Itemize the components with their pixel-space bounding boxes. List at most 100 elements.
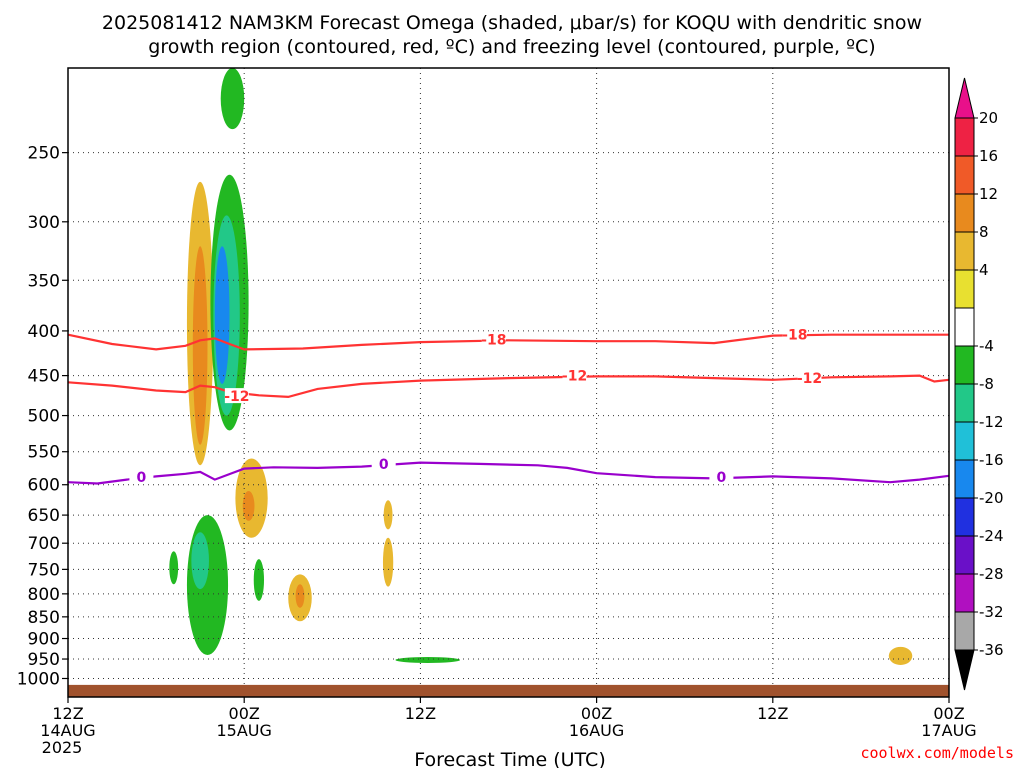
x-tick-label: 2025 xyxy=(42,738,83,757)
colorbar-label: 20 xyxy=(979,109,998,127)
contour-label-bg xyxy=(481,331,506,347)
x-tick-label: 16AUG xyxy=(569,721,624,740)
colorbar-swatch xyxy=(954,193,975,233)
x-tick-label: 00Z xyxy=(229,704,260,723)
y-tick-label: 250 xyxy=(28,144,60,164)
y-tick-label: 400 xyxy=(28,322,60,342)
contour-label: 0 xyxy=(717,470,727,486)
colorbar-swatch xyxy=(954,573,975,613)
colorbar-top-arrow xyxy=(954,77,975,119)
colorbar-swatch xyxy=(954,117,975,157)
contour-label: -12 xyxy=(224,389,249,405)
y-tick-label: 350 xyxy=(28,271,60,291)
colorbar-label: 8 xyxy=(979,223,989,241)
contour-label-bg xyxy=(129,469,154,485)
colorbar-swatch xyxy=(954,421,975,461)
colorbar-label: 16 xyxy=(979,147,998,165)
omega-region xyxy=(220,68,245,130)
colorbar-label: -12 xyxy=(979,413,1004,431)
contour-label-bg xyxy=(797,370,822,386)
omega-region xyxy=(395,657,461,664)
y-tick-label: 500 xyxy=(28,407,60,427)
contour-line xyxy=(67,333,949,351)
colorbar-label: -32 xyxy=(979,603,1004,621)
y-tick-label: 650 xyxy=(28,506,60,526)
x-tick-label: 12Z xyxy=(757,704,788,723)
x-tick-label: 12Z xyxy=(405,704,436,723)
omega-region xyxy=(169,551,179,585)
colorbar-swatch xyxy=(954,611,975,651)
contour-label: -18 xyxy=(782,328,807,344)
x-tick-label: 17AUG xyxy=(921,721,976,740)
colorbar-label: -20 xyxy=(979,489,1004,507)
omega-region xyxy=(242,490,255,521)
contour-label: 0 xyxy=(379,457,389,473)
contour-label-bg xyxy=(709,469,734,485)
x-axis-label: Forecast Time (UTC) xyxy=(414,749,605,768)
contour-label-bg xyxy=(782,326,807,342)
colorbar-label: 4 xyxy=(979,261,989,279)
ground-surface xyxy=(68,684,949,697)
omega-region xyxy=(382,537,394,587)
contour-label-bg xyxy=(371,455,396,471)
contour-label: 0 xyxy=(137,470,147,486)
contour-label: -12 xyxy=(562,369,587,385)
pressure-axis: 2503003504004505005506006507007508008509… xyxy=(17,144,68,689)
contour-label: -12 xyxy=(797,371,822,387)
x-tick-label: 15AUG xyxy=(216,721,271,740)
omega-region xyxy=(192,246,208,445)
colorbar-label: -28 xyxy=(979,565,1004,583)
y-tick-label: 550 xyxy=(28,443,60,463)
colorbar-label: 12 xyxy=(979,185,998,203)
colorbar-swatch xyxy=(954,231,975,271)
y-tick-label: 450 xyxy=(28,367,60,387)
omega-region xyxy=(191,532,209,590)
contour-label: -18 xyxy=(481,332,506,348)
colorbar-label: -4 xyxy=(979,337,994,355)
y-tick-label: 600 xyxy=(28,476,60,496)
colorbar-swatch xyxy=(954,307,975,347)
source-credit: coolwx.com/models xyxy=(860,744,1014,762)
temperature-contours: -18 -18 -12 -12 -12 0 0 0 xyxy=(67,326,950,486)
contour-line xyxy=(67,374,950,399)
colorbar-swatch xyxy=(954,345,975,385)
chart-title-line2: growth region (contoured, red, ºC) and f… xyxy=(148,36,875,58)
x-tick-label: 12Z xyxy=(52,704,83,723)
contour-label-bg xyxy=(562,367,587,383)
colorbar-swatch xyxy=(954,155,975,195)
chart-title-line1: 2025081412 NAM3KM Forecast Omega (shaded… xyxy=(102,12,922,34)
colorbar-swatch xyxy=(954,383,975,423)
colorbar-swatch xyxy=(954,535,975,575)
omega-region xyxy=(214,246,230,384)
colorbar-swatch xyxy=(954,459,975,499)
colorbar-bottom-arrow xyxy=(954,649,975,691)
y-tick-label: 300 xyxy=(28,213,60,233)
colorbar-legend: 20 16 12 8 4 -4 -8 -12 -16 -20 -24 -28 -32 -36 xyxy=(954,77,1004,691)
y-tick-label: 750 xyxy=(28,560,60,580)
y-tick-label: 1000 xyxy=(17,669,60,689)
y-tick-label: 850 xyxy=(28,608,60,628)
x-tick-label: 00Z xyxy=(933,704,964,723)
omega-region xyxy=(253,559,265,601)
colorbar-swatch xyxy=(954,269,975,309)
plot-frame xyxy=(67,67,950,698)
omega-region xyxy=(888,646,913,665)
contour-line xyxy=(67,461,950,485)
omega-region xyxy=(295,584,305,608)
contour-label-bg xyxy=(224,388,249,404)
colorbar-label: -24 xyxy=(979,527,1004,545)
y-tick-label: 900 xyxy=(28,630,60,650)
grid-lines xyxy=(68,68,949,697)
y-tick-label: 700 xyxy=(28,534,60,554)
colorbar-label: -8 xyxy=(979,375,994,393)
omega-shading xyxy=(169,68,913,665)
y-tick-label: 800 xyxy=(28,585,60,605)
y-tick-label: 950 xyxy=(28,650,60,670)
x-tick-label: 14AUG xyxy=(40,721,95,740)
colorbar-label: -16 xyxy=(979,451,1004,469)
colorbar-label: -36 xyxy=(979,641,1004,659)
x-tick-label: 00Z xyxy=(581,704,612,723)
colorbar-swatch xyxy=(954,497,975,537)
